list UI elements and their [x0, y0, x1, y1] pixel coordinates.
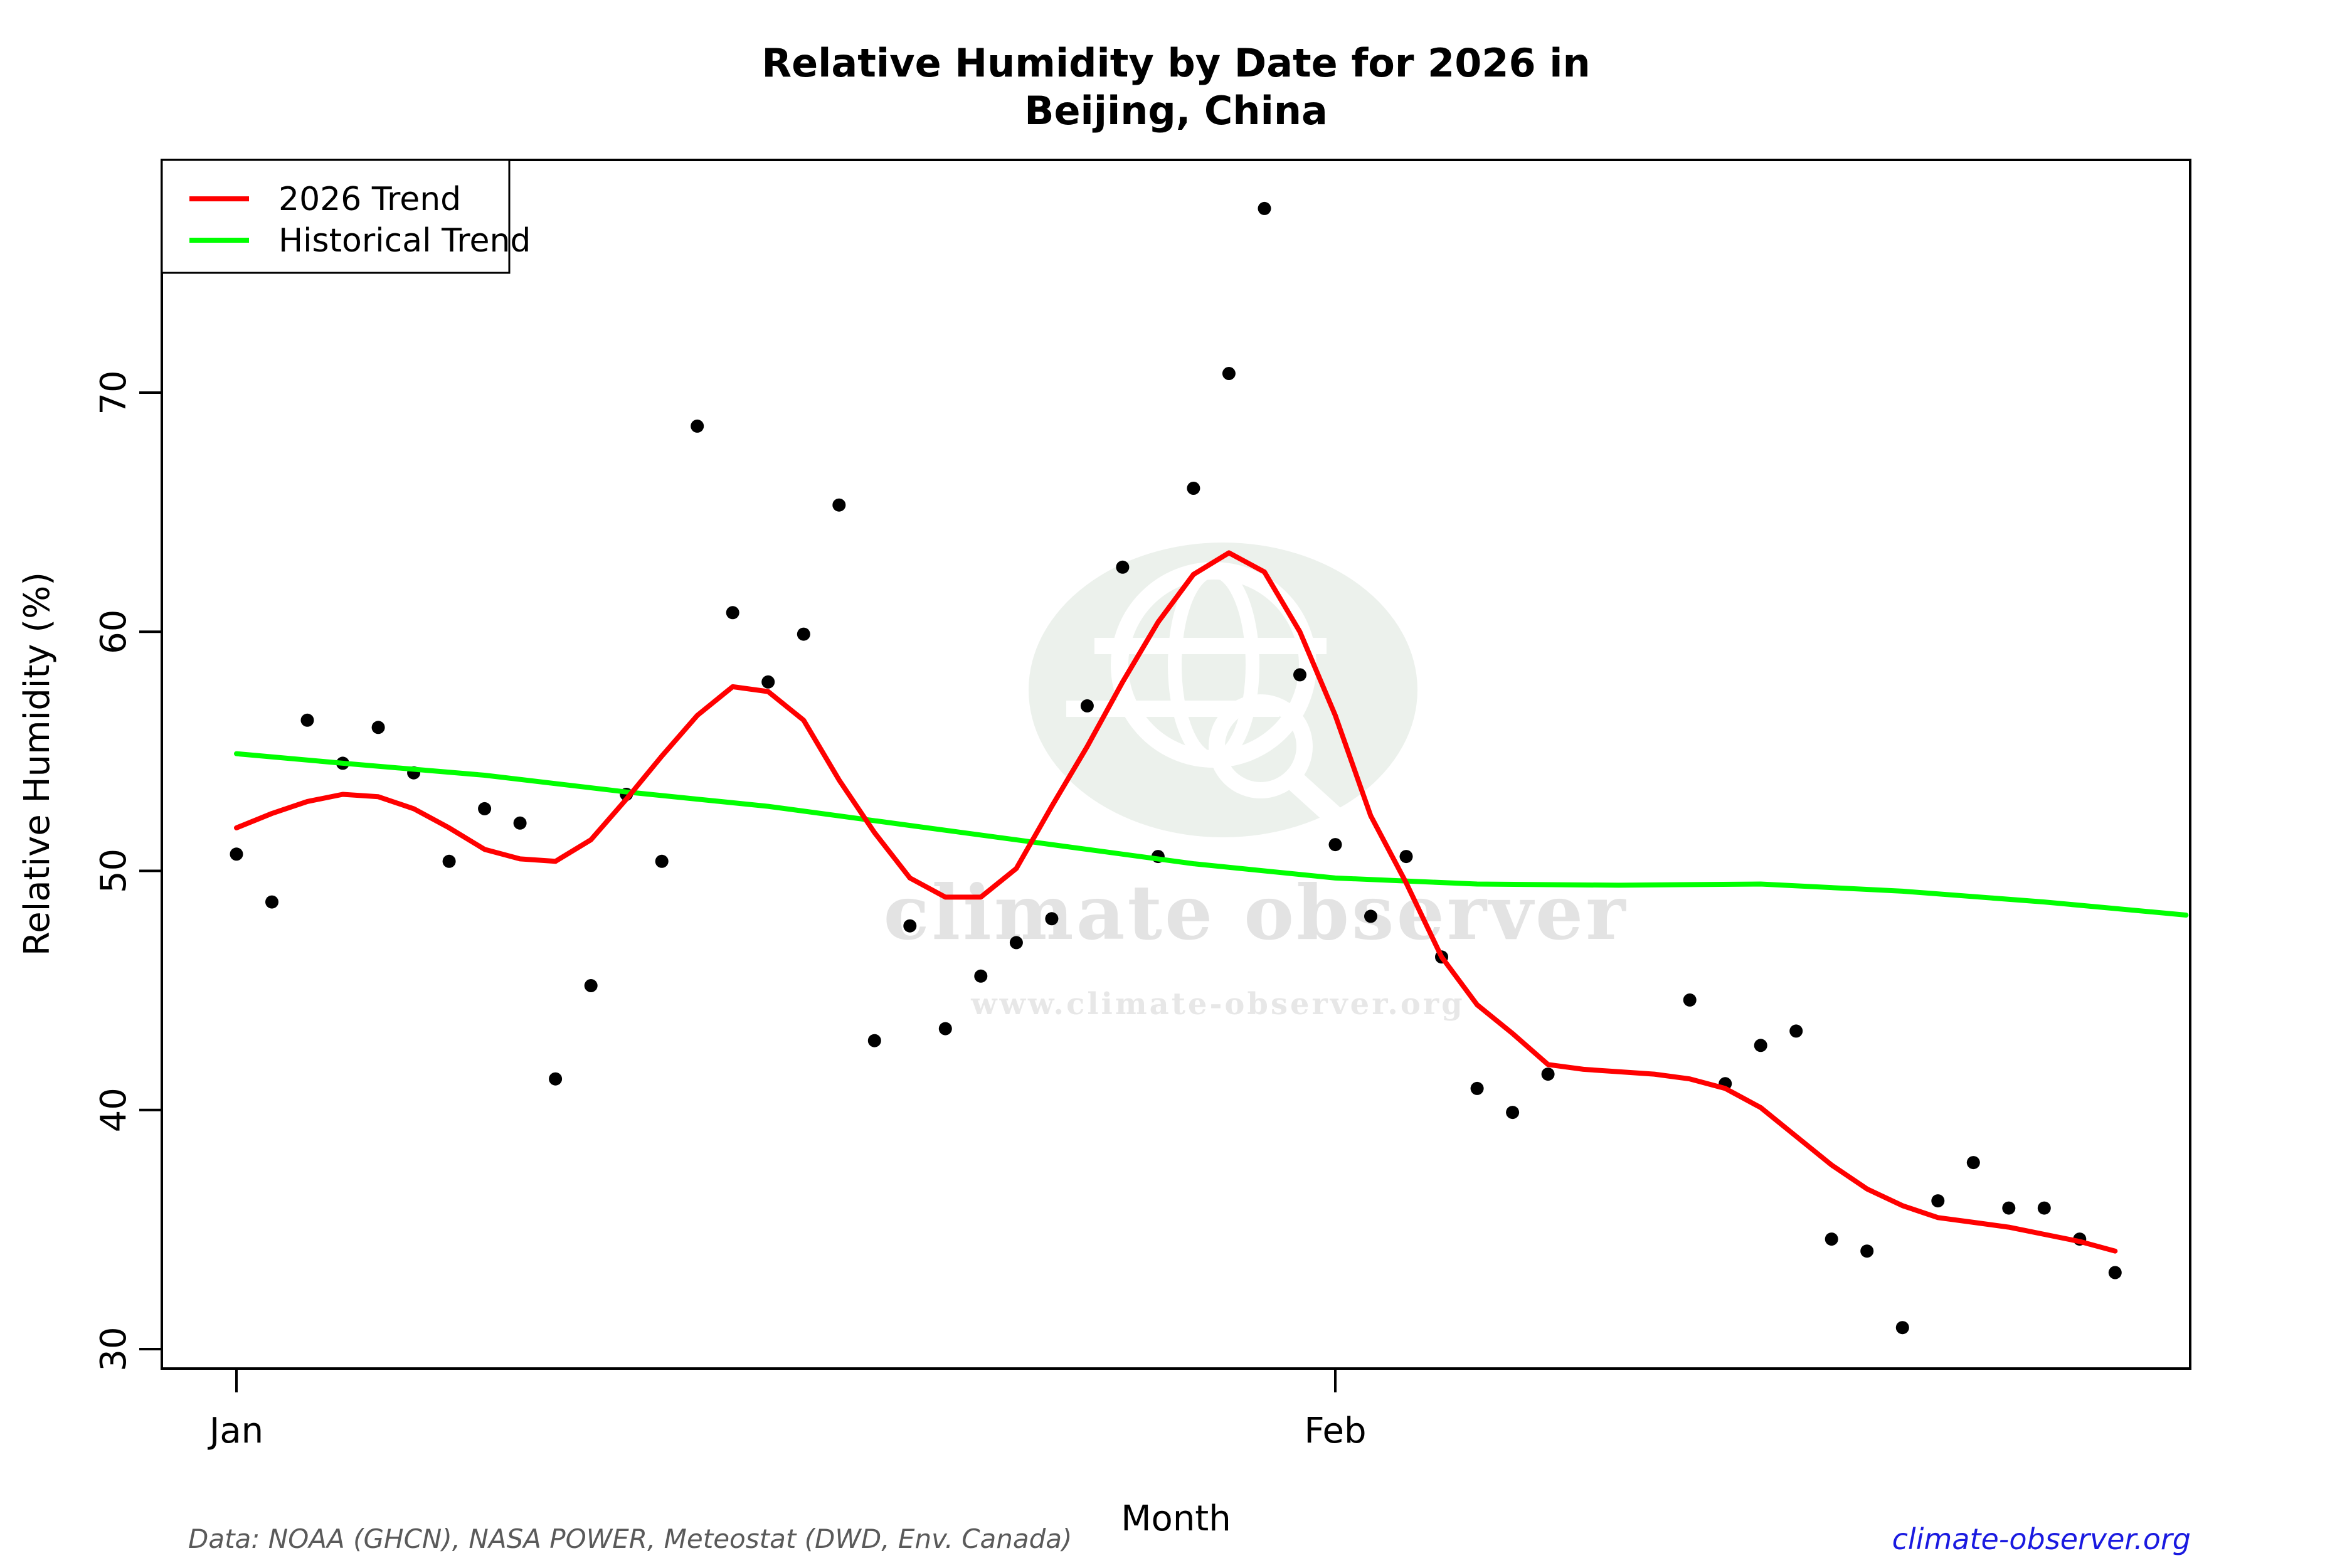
x-tick-label: Jan: [208, 1411, 263, 1451]
chart-title-line2: Beijing, China: [1024, 88, 1328, 134]
data-point: [655, 854, 669, 868]
data-point: [903, 919, 917, 933]
data-point: [691, 419, 704, 433]
y-tick-label: 70: [93, 370, 134, 415]
data-point: [1506, 1106, 1520, 1120]
data-point: [1116, 560, 1130, 574]
scatter-points: [230, 201, 2122, 1335]
data-point: [1187, 482, 1200, 495]
data-point: [726, 606, 739, 620]
data-point: [1895, 1321, 1909, 1335]
data-point: [2037, 1201, 2051, 1215]
y-axis-title: Relative Humidity (%): [17, 572, 58, 956]
data-point: [300, 713, 314, 727]
data-point: [1825, 1232, 1838, 1246]
watermark-url-text: www.climate-observer.org: [970, 987, 1465, 1022]
data-point: [1364, 909, 1377, 923]
data-point: [1789, 1024, 1803, 1038]
data-point: [974, 969, 988, 983]
x-tick-label: Feb: [1304, 1411, 1366, 1451]
watermark-ellipse: [1029, 543, 1417, 837]
data-point: [230, 847, 243, 861]
data-point: [1222, 367, 1236, 380]
data-point: [938, 1022, 952, 1036]
data-point: [832, 498, 846, 512]
trend-lines: [234, 550, 2189, 1254]
data-point: [442, 854, 456, 868]
plot-border: [161, 159, 2191, 1370]
data-point: [265, 895, 278, 909]
data-point: [2002, 1201, 2016, 1215]
trend-line-historical-trend: [234, 751, 2189, 918]
chart-title-line1: Relative Humidity by Date for 2026 in: [761, 40, 1590, 86]
watermark: climate observer www.climate-observer.or…: [884, 543, 1625, 1022]
trend-line-2026-trend: [234, 550, 2118, 1254]
data-point: [1080, 699, 1094, 712]
data-point: [549, 1072, 563, 1086]
x-axis-title: Month: [1121, 1498, 1231, 1539]
data-point: [1293, 668, 1306, 682]
data-point: [1683, 993, 1697, 1007]
data-point: [584, 979, 598, 992]
data-point: [1860, 1244, 1874, 1258]
globe-magnifier-icon: [1066, 562, 1375, 854]
y-tick-label: 60: [93, 610, 134, 654]
data-point: [1931, 1194, 1945, 1208]
data-point: [371, 721, 385, 734]
data-point: [513, 816, 527, 830]
axis-ticks: 30 40 50 60 70 Jan Feb: [93, 370, 1367, 1451]
data-point: [1754, 1039, 1767, 1052]
data-point: [761, 675, 775, 689]
legend-box: [161, 159, 511, 274]
data-point: [2108, 1266, 2122, 1279]
y-tick-label: 30: [93, 1327, 134, 1371]
data-point: [1399, 850, 1413, 864]
data-point: [1258, 201, 1271, 215]
data-point: [867, 1034, 881, 1047]
data-point: [1328, 838, 1342, 852]
legend: 2026 Trend Historical Trend: [161, 159, 531, 274]
data-point: [1470, 1081, 1484, 1095]
data-point: [797, 627, 810, 641]
data-point: [1966, 1156, 1980, 1170]
data-point: [1009, 936, 1023, 950]
y-tick-label: 40: [93, 1088, 134, 1132]
data-point: [1541, 1067, 1555, 1081]
legend-label-historical: Historical Trend: [278, 222, 531, 260]
data-point: [478, 802, 492, 815]
y-tick-label: 50: [93, 849, 134, 893]
legend-label-2026: 2026 Trend: [278, 181, 461, 218]
data-point: [1045, 912, 1059, 926]
site-link[interactable]: climate-observer.org: [1892, 1522, 2191, 1556]
data-source-note: Data: NOAA (GHCN), NASA POWER, Meteostat…: [188, 1523, 1072, 1554]
